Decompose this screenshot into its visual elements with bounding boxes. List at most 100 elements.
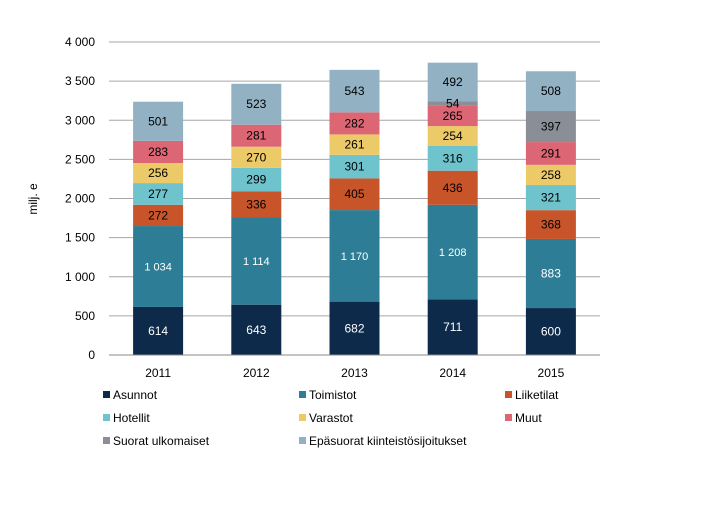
bar-segment: [525, 164, 576, 186]
bar-segment: [427, 101, 478, 106]
bar-segment: [427, 62, 478, 102]
bars: [133, 62, 576, 355]
bar-segment: [329, 69, 380, 113]
bar-segment: [231, 146, 282, 168]
x-tick-label: 2013: [341, 366, 368, 380]
bar-segment: [525, 210, 576, 239]
y-tick-label: 2 500: [65, 152, 95, 166]
data-label: 283: [148, 145, 168, 159]
bar-segment: [231, 167, 282, 192]
data-label: 272: [148, 208, 168, 222]
bar-segment: [133, 204, 184, 227]
bar-segment: [525, 185, 576, 211]
bar-segment: [133, 101, 184, 141]
x-tick-label: 2014: [439, 366, 466, 380]
data-label: 543: [344, 84, 364, 98]
legend-label: Suorat ulkomaiset: [113, 434, 210, 448]
legend-swatch: [103, 414, 110, 421]
data-labels: 614 1 034 272 277 256 283 501 643 1 114 336 299 270…: [144, 75, 561, 339]
x-tick-label: 2011: [145, 366, 171, 380]
data-label: 1 034: [144, 261, 172, 273]
data-label: 254: [443, 129, 463, 143]
data-label: 1 114: [243, 256, 270, 268]
bar-segment: [427, 145, 478, 171]
x-tick-label: 2012: [243, 366, 270, 380]
bar-segment: [427, 299, 478, 355]
bar-segment: [329, 178, 380, 211]
x-axis-ticks: 2011 2012 2013 2014 2015: [145, 366, 564, 380]
data-label: 256: [148, 166, 168, 180]
bar-segment: [231, 83, 282, 125]
y-tick-label: 1 000: [65, 270, 95, 284]
data-label: 316: [443, 151, 463, 165]
data-label: 600: [541, 325, 561, 339]
legend-label: Asunnot: [113, 388, 158, 402]
y-tick-label: 2 000: [65, 192, 95, 206]
legend: Asunnot Toimistot Liiketilat Hotellit Varast…: [103, 388, 559, 448]
bar-segment: [525, 142, 576, 165]
bar-segment: [525, 111, 576, 143]
data-label: 397: [541, 120, 561, 134]
legend-swatch: [505, 414, 512, 421]
legend-swatch: [299, 437, 306, 444]
data-label: 368: [541, 218, 561, 232]
data-label: 682: [344, 321, 364, 335]
data-label: 265: [443, 109, 463, 123]
legend-label: Muut: [515, 411, 542, 425]
legend-label: Varastot: [309, 411, 353, 425]
bar-segment: [329, 301, 380, 355]
legend-label: Liiketilat: [515, 388, 559, 402]
bar-segment: [329, 134, 380, 155]
legend-label: Hotellit: [113, 411, 150, 425]
bar-segment: [427, 105, 478, 127]
y-tick-label: 4 000: [65, 35, 95, 49]
y-axis-label: milj. e: [26, 183, 40, 215]
data-label: 405: [344, 187, 364, 201]
data-label: 501: [148, 114, 168, 128]
bar-segment: [133, 183, 184, 205]
y-tick-label: 0: [88, 348, 95, 362]
data-label: 270: [246, 150, 266, 164]
data-label: 54: [446, 96, 460, 110]
y-tick-label: 3 000: [65, 113, 95, 127]
bar-segment: [427, 204, 478, 300]
data-label: 277: [148, 187, 168, 201]
data-label: 301: [344, 160, 364, 174]
data-label: 711: [443, 320, 462, 334]
data-label: 291: [541, 146, 561, 160]
data-label: 1 170: [341, 251, 369, 263]
data-label: 281: [246, 129, 266, 143]
y-tick-label: 3 500: [65, 74, 95, 88]
bar-segment: [427, 170, 478, 205]
legend-swatch: [103, 391, 110, 398]
data-label: 614: [148, 324, 168, 338]
y-tick-label: 500: [75, 309, 95, 323]
y-tick-label: 1 500: [65, 231, 95, 245]
legend-label: Epäsuorat kiinteistösijoitukset: [309, 434, 467, 448]
bar-segment: [329, 210, 380, 302]
data-label: 261: [344, 138, 364, 152]
data-label: 282: [344, 116, 364, 130]
data-label: 436: [443, 181, 463, 195]
legend-label: Toimistot: [309, 388, 357, 402]
bar-segment: [133, 226, 184, 307]
bar-segment: [525, 238, 576, 309]
legend-swatch: [299, 414, 306, 421]
bar-segment: [133, 306, 184, 355]
bar-segment: [525, 71, 576, 112]
data-label: 643: [246, 323, 266, 337]
legend-swatch: [103, 437, 110, 444]
data-label: 508: [541, 84, 561, 98]
data-label: 336: [246, 197, 266, 211]
legend-swatch: [299, 391, 306, 398]
y-axis-ticks: 0 500 1 000 1 500 2 000 2 500 3 000 3 500 4 000: [65, 35, 95, 362]
bar-segment: [427, 126, 478, 146]
data-label: 299: [246, 173, 266, 187]
data-label: 258: [541, 168, 561, 182]
bar-segment: [133, 163, 184, 184]
bar-segment: [329, 112, 380, 135]
bar-segment: [525, 308, 576, 355]
data-label: 883: [541, 267, 561, 281]
x-tick-label: 2015: [538, 366, 565, 380]
